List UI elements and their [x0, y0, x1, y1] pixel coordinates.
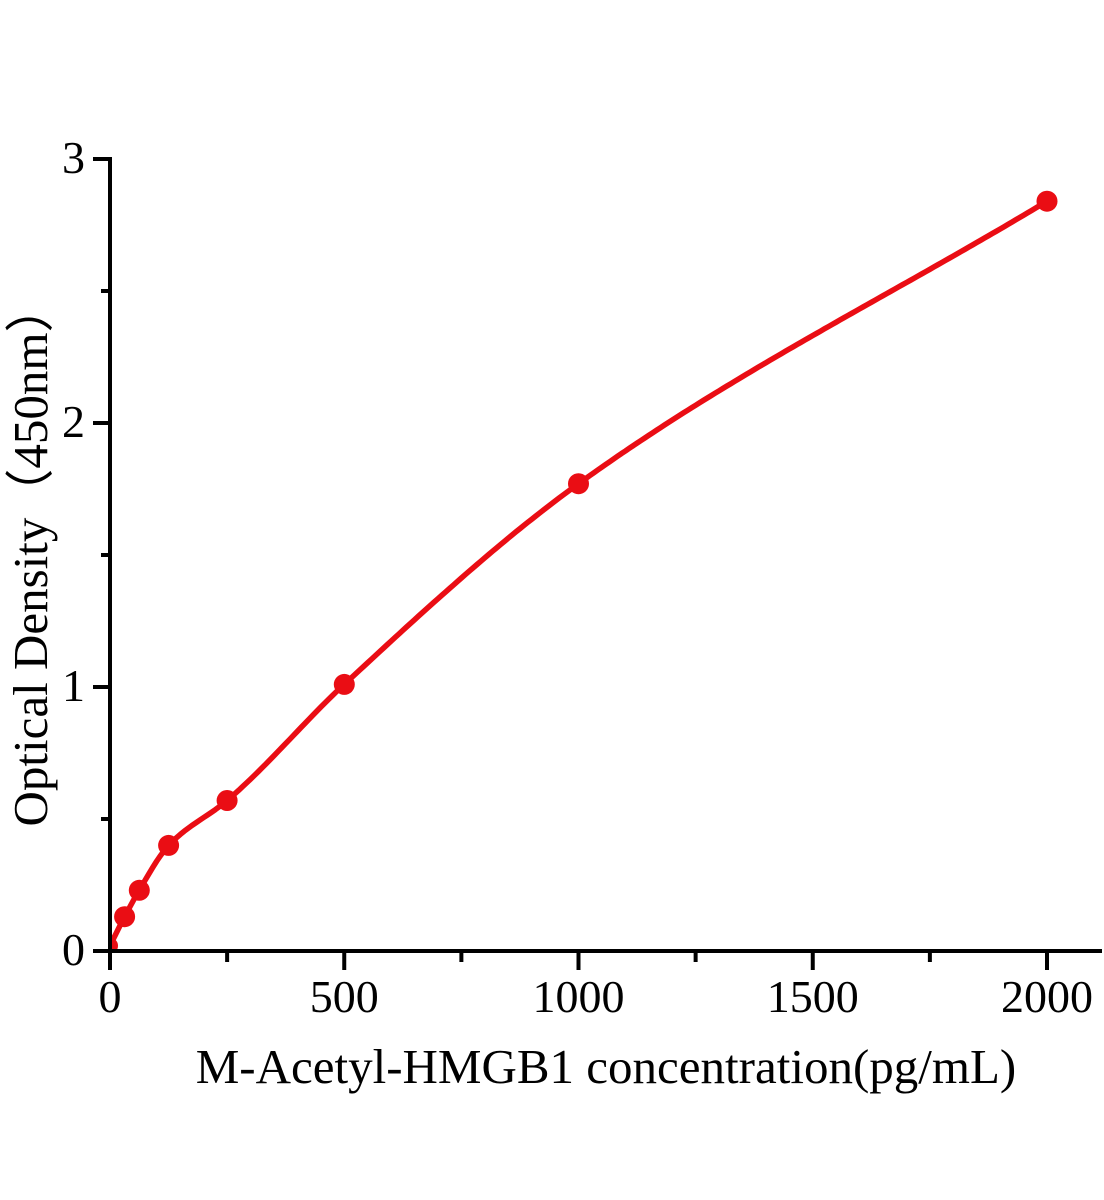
- data-point: [216, 790, 238, 811]
- x-tick-label: 0: [98, 971, 122, 1022]
- data-point: [1036, 190, 1058, 212]
- data-layer: [110, 190, 1058, 953]
- y-tick-label: 3: [62, 132, 85, 183]
- x-axis-title: M-Acetyl-HMGB1 concentration(pg/mL): [195, 1039, 1017, 1094]
- axis-layer: [93, 157, 1102, 970]
- x-tick-label: 1500: [766, 971, 859, 1022]
- data-point: [568, 473, 589, 495]
- x-tick-label: 2000: [1001, 971, 1093, 1022]
- x-tick-label: 1000: [532, 971, 625, 1022]
- y-axis-title: Optical Density（450nm）: [3, 283, 58, 827]
- data-point: [333, 673, 355, 695]
- y-tick-label: 0: [62, 924, 85, 975]
- y-tick-label: 2: [62, 396, 85, 447]
- x-tick-label: 500: [309, 971, 379, 1022]
- data-point: [128, 879, 150, 901]
- data-point: [158, 834, 180, 856]
- standard-curve-line: [110, 198, 1050, 949]
- data-point: [114, 906, 136, 928]
- y-tick-label: 1: [62, 660, 85, 711]
